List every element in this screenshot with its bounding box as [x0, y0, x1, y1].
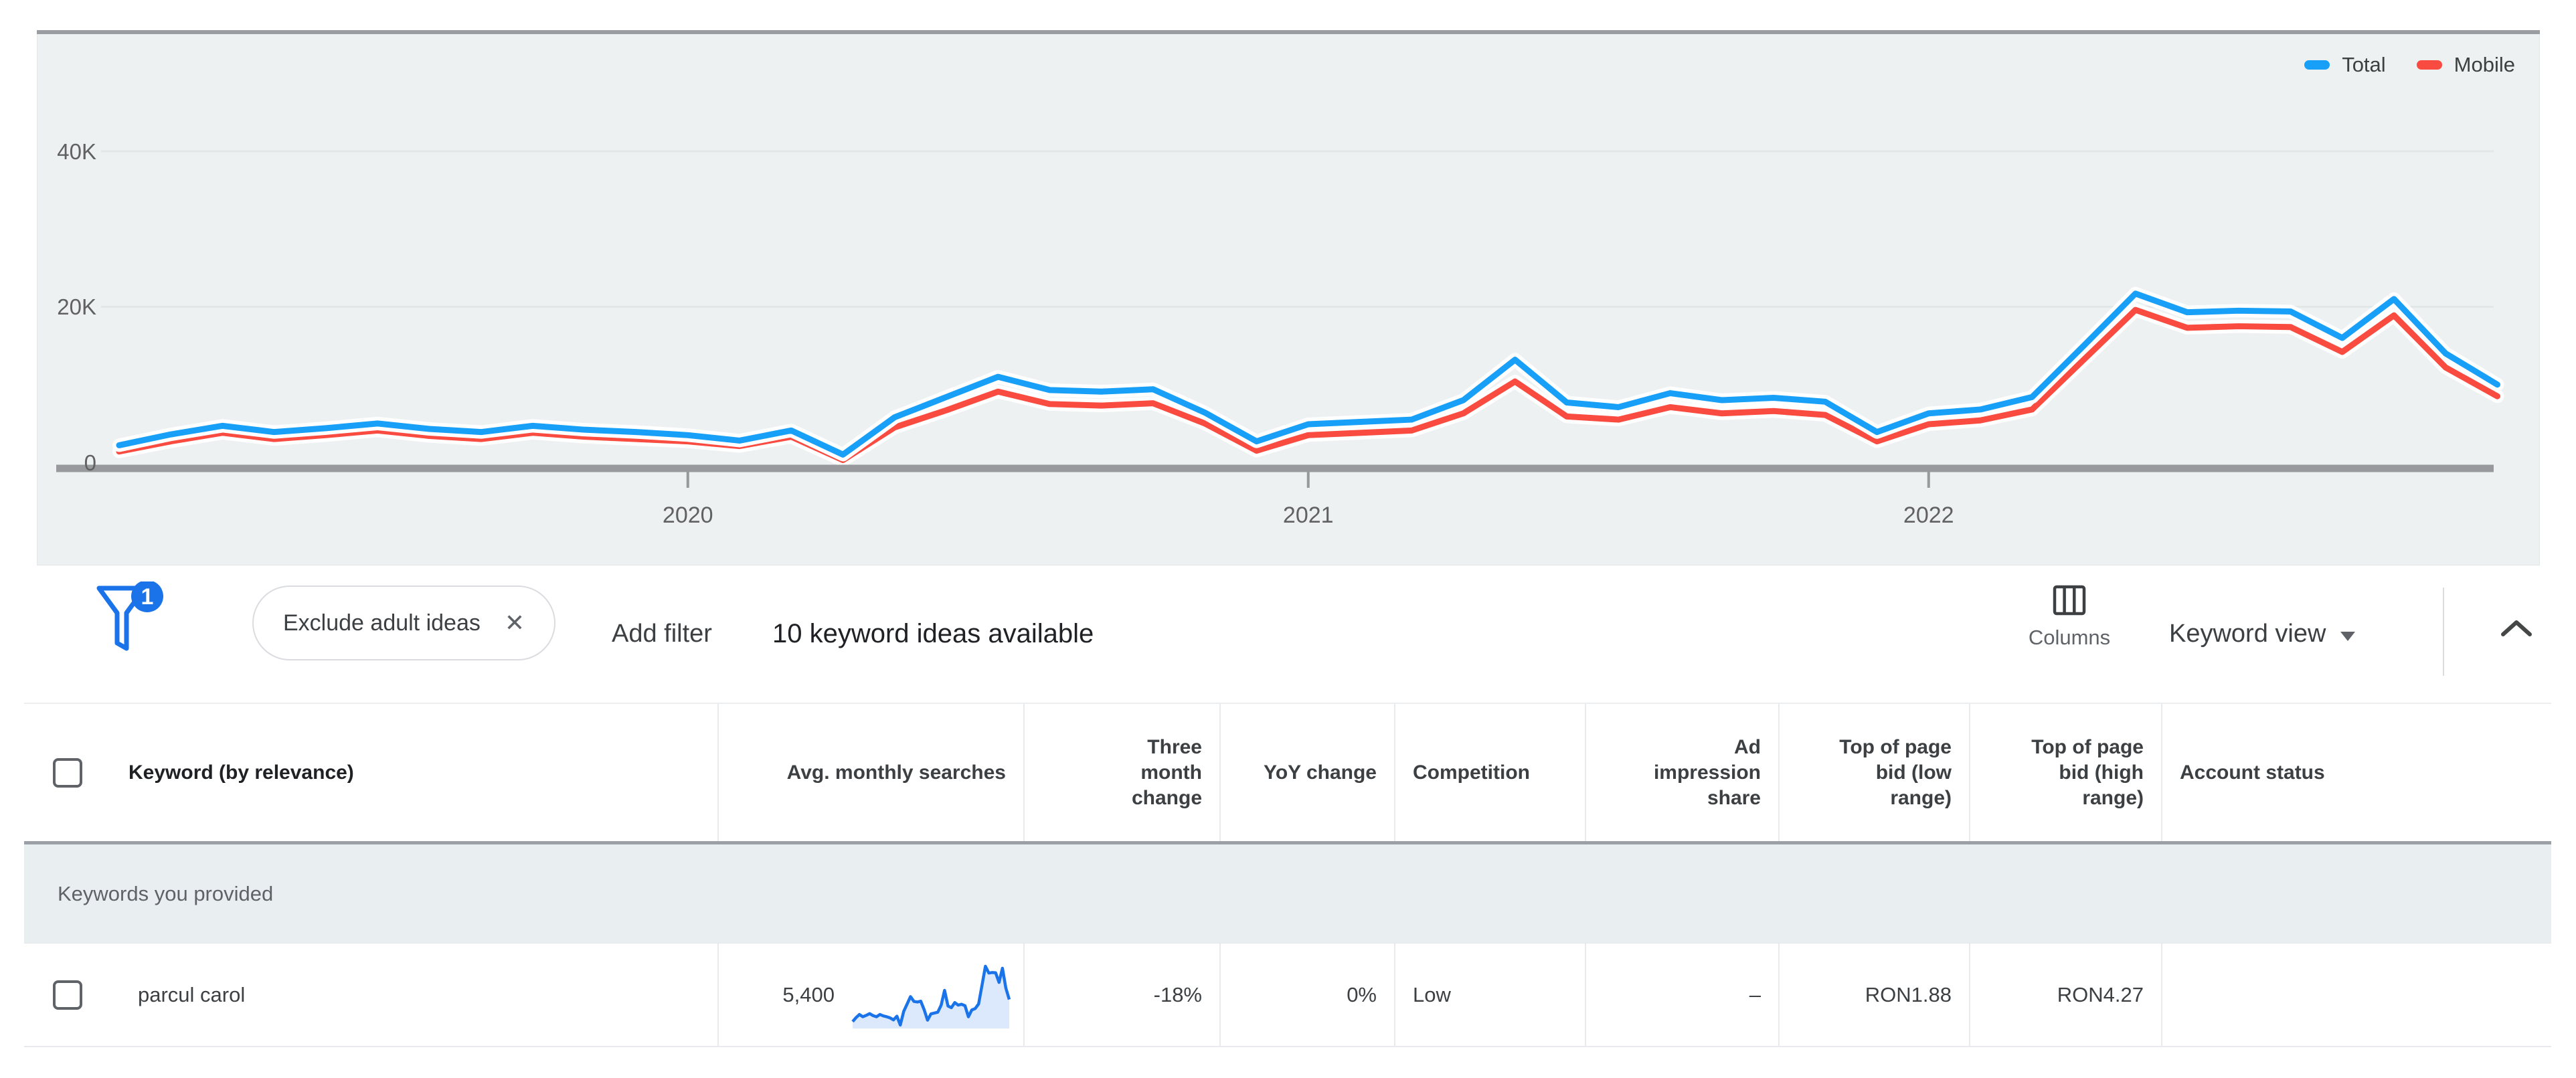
- filter-funnel-icon[interactable]: 1: [95, 581, 166, 660]
- collapse-chart-button[interactable]: [2500, 619, 2532, 638]
- header-competition[interactable]: Competition: [1395, 704, 1586, 841]
- table-row[interactable]: parcul carol 5,400 -18% 0% Low – RON1.88…: [24, 944, 2551, 1047]
- select-all-cell: [24, 704, 111, 841]
- header-top-of-page-bid-high[interactable]: Top of page bid (high range): [1970, 704, 2162, 841]
- table-header-row: Keyword (by relevance) Avg. monthly sear…: [24, 703, 2551, 844]
- header-avg-monthly-searches[interactable]: Avg. monthly searches: [719, 704, 1025, 841]
- ad-impression-share-cell: –: [1586, 944, 1780, 1046]
- top-of-page-bid-low-cell: RON1.88: [1780, 944, 1970, 1046]
- gridlines: [101, 150, 2494, 308]
- series-lines: [112, 286, 2504, 467]
- keyword-ideas-table: Keyword (by relevance) Avg. monthly sear…: [24, 703, 2551, 1047]
- top-of-page-bid-high-cell: RON4.27: [1970, 944, 2162, 1046]
- add-filter-button[interactable]: Add filter: [612, 620, 712, 648]
- sparkline: [851, 964, 1011, 1028]
- avg-monthly-searches-cell: 5,400: [719, 944, 1025, 1046]
- header-ad-impression-share[interactable]: Ad impression share: [1586, 704, 1780, 841]
- legend-label-mobile: Mobile: [2454, 53, 2515, 76]
- chevron-up-icon: [2501, 620, 2532, 636]
- keyword-cell: parcul carol: [111, 944, 719, 1046]
- columns-button-label: Columns: [2028, 626, 2111, 649]
- header-account-status[interactable]: Account status: [2180, 761, 2325, 784]
- legend-item-mobile: Mobile: [2416, 53, 2515, 77]
- header-top-of-page-bid-low[interactable]: Top of page bid (low range): [1780, 704, 1970, 841]
- x-axis-label-2020: 2020: [663, 503, 713, 528]
- chart-panel-top-border: [37, 30, 2540, 34]
- x-axis-ticks: [686, 472, 1930, 488]
- y-axis-label-40k: 40K: [57, 139, 96, 164]
- filter-chip-label: Exclude adult ideas: [283, 610, 481, 636]
- view-selector-dropdown[interactable]: Keyword view: [2169, 565, 2356, 703]
- columns-icon: [2053, 585, 2086, 616]
- header-yoy-change[interactable]: YoY change: [1221, 704, 1395, 841]
- legend-label-total: Total: [2342, 53, 2386, 76]
- select-all-checkbox[interactable]: [53, 757, 82, 788]
- y-axis-label-0: 0: [84, 450, 96, 475]
- results-summary: 10 keyword ideas available: [772, 619, 1094, 648]
- header-three-month-change[interactable]: Three month change: [1025, 704, 1221, 841]
- avg-monthly-searches-value: 5,400: [782, 982, 835, 1006]
- y-axis-label-20k: 20K: [57, 294, 96, 319]
- columns-button[interactable]: Columns: [2016, 583, 2123, 650]
- toolbar-divider: [2443, 588, 2444, 676]
- filter-count-badge: [131, 581, 163, 612]
- trend-chart-panel: 40K 20K 0 2020 2021 2022 Total Mobile: [37, 34, 2540, 565]
- total-series-swatch: [2304, 60, 2330, 70]
- trend-chart: 40K 20K 0 2020 2021 2022: [56, 139, 2504, 528]
- yoy-change-cell: 0%: [1221, 944, 1395, 1046]
- legend-item-total: Total: [2304, 53, 2386, 77]
- view-selector-value: Keyword view: [2169, 620, 2326, 648]
- row-checkbox-cell: [24, 944, 111, 1046]
- filter-chip-exclude-adult-ideas[interactable]: Exclude adult ideas ✕: [252, 586, 556, 660]
- filter-toolbar: 1 Exclude adult ideas ✕ Add filter 10 ke…: [0, 565, 2576, 703]
- mobile-series-swatch: [2416, 60, 2442, 70]
- filter-count-badge-text: 1: [141, 584, 154, 610]
- competition-cell: Low: [1395, 944, 1586, 1046]
- header-keyword[interactable]: Keyword (by relevance): [111, 704, 719, 841]
- x-axis-label-2021: 2021: [1283, 503, 1334, 528]
- account-status-cell: [2162, 944, 2551, 1046]
- three-month-change-cell: -18%: [1025, 944, 1221, 1046]
- chevron-down-icon: [2340, 631, 2356, 641]
- row-checkbox[interactable]: [53, 980, 82, 1010]
- remove-filter-icon[interactable]: ✕: [504, 609, 525, 636]
- section-row-keywords-you-provided: Keywords you provided: [24, 844, 2551, 944]
- section-label: Keywords you provided: [58, 881, 274, 905]
- x-axis-label-2022: 2022: [1903, 503, 1954, 528]
- chart-legend: Total Mobile: [2304, 53, 2515, 77]
